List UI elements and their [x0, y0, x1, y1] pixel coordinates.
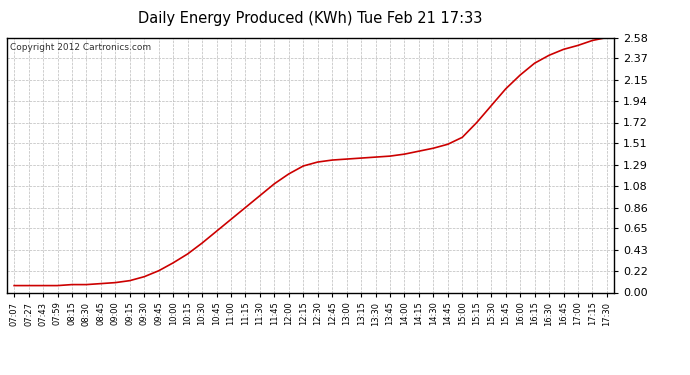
Text: Copyright 2012 Cartronics.com: Copyright 2012 Cartronics.com: [10, 43, 151, 52]
Text: Daily Energy Produced (KWh) Tue Feb 21 17:33: Daily Energy Produced (KWh) Tue Feb 21 1…: [138, 11, 483, 26]
